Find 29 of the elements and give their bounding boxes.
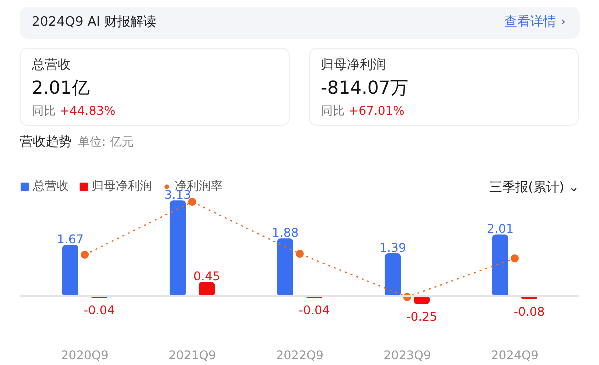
data-label: 2.01 [487,222,514,236]
data-label: -0.04 [298,304,330,318]
data-label: 1.67 [57,232,84,247]
text: -814.07万 [321,77,408,101]
x-tick-label: 2020Q9 [61,348,109,362]
legend-label: 总营收 [33,178,69,195]
text: 同比 [32,104,56,118]
text: +44.83% [60,104,116,118]
data-label: 1.39 [380,241,406,256]
data-label: -0.25 [406,310,438,324]
text: +67.01% [348,104,405,118]
text: 2024Q9 AI 财报解读 [32,14,157,32]
data-label: 0.45 [194,270,220,284]
data-label: -0.08 [514,304,546,319]
x-tick-label: 2023Q9 [384,348,432,362]
text: 总营收 [32,57,71,75]
data-label: -0.04 [84,304,116,318]
legend-label: 归母净利润 [92,178,152,195]
data-label: 1.88 [272,226,299,240]
text: 同比 [321,104,345,118]
text: 归母净利润 [321,57,386,75]
chart-subtitle: 单位: 亿元 [78,135,134,149]
x-tick-label: 2021Q9 [168,348,216,362]
x-tick-label: 2022Q9 [276,348,324,362]
text: 查看详情 › [504,14,566,32]
chart-title: 营收趋势 [20,135,72,150]
x-tick-label: 2024Q9 [491,348,539,362]
text: 2.01亿 [32,77,90,101]
text: 三季报(累计) ⌄ [489,180,580,196]
